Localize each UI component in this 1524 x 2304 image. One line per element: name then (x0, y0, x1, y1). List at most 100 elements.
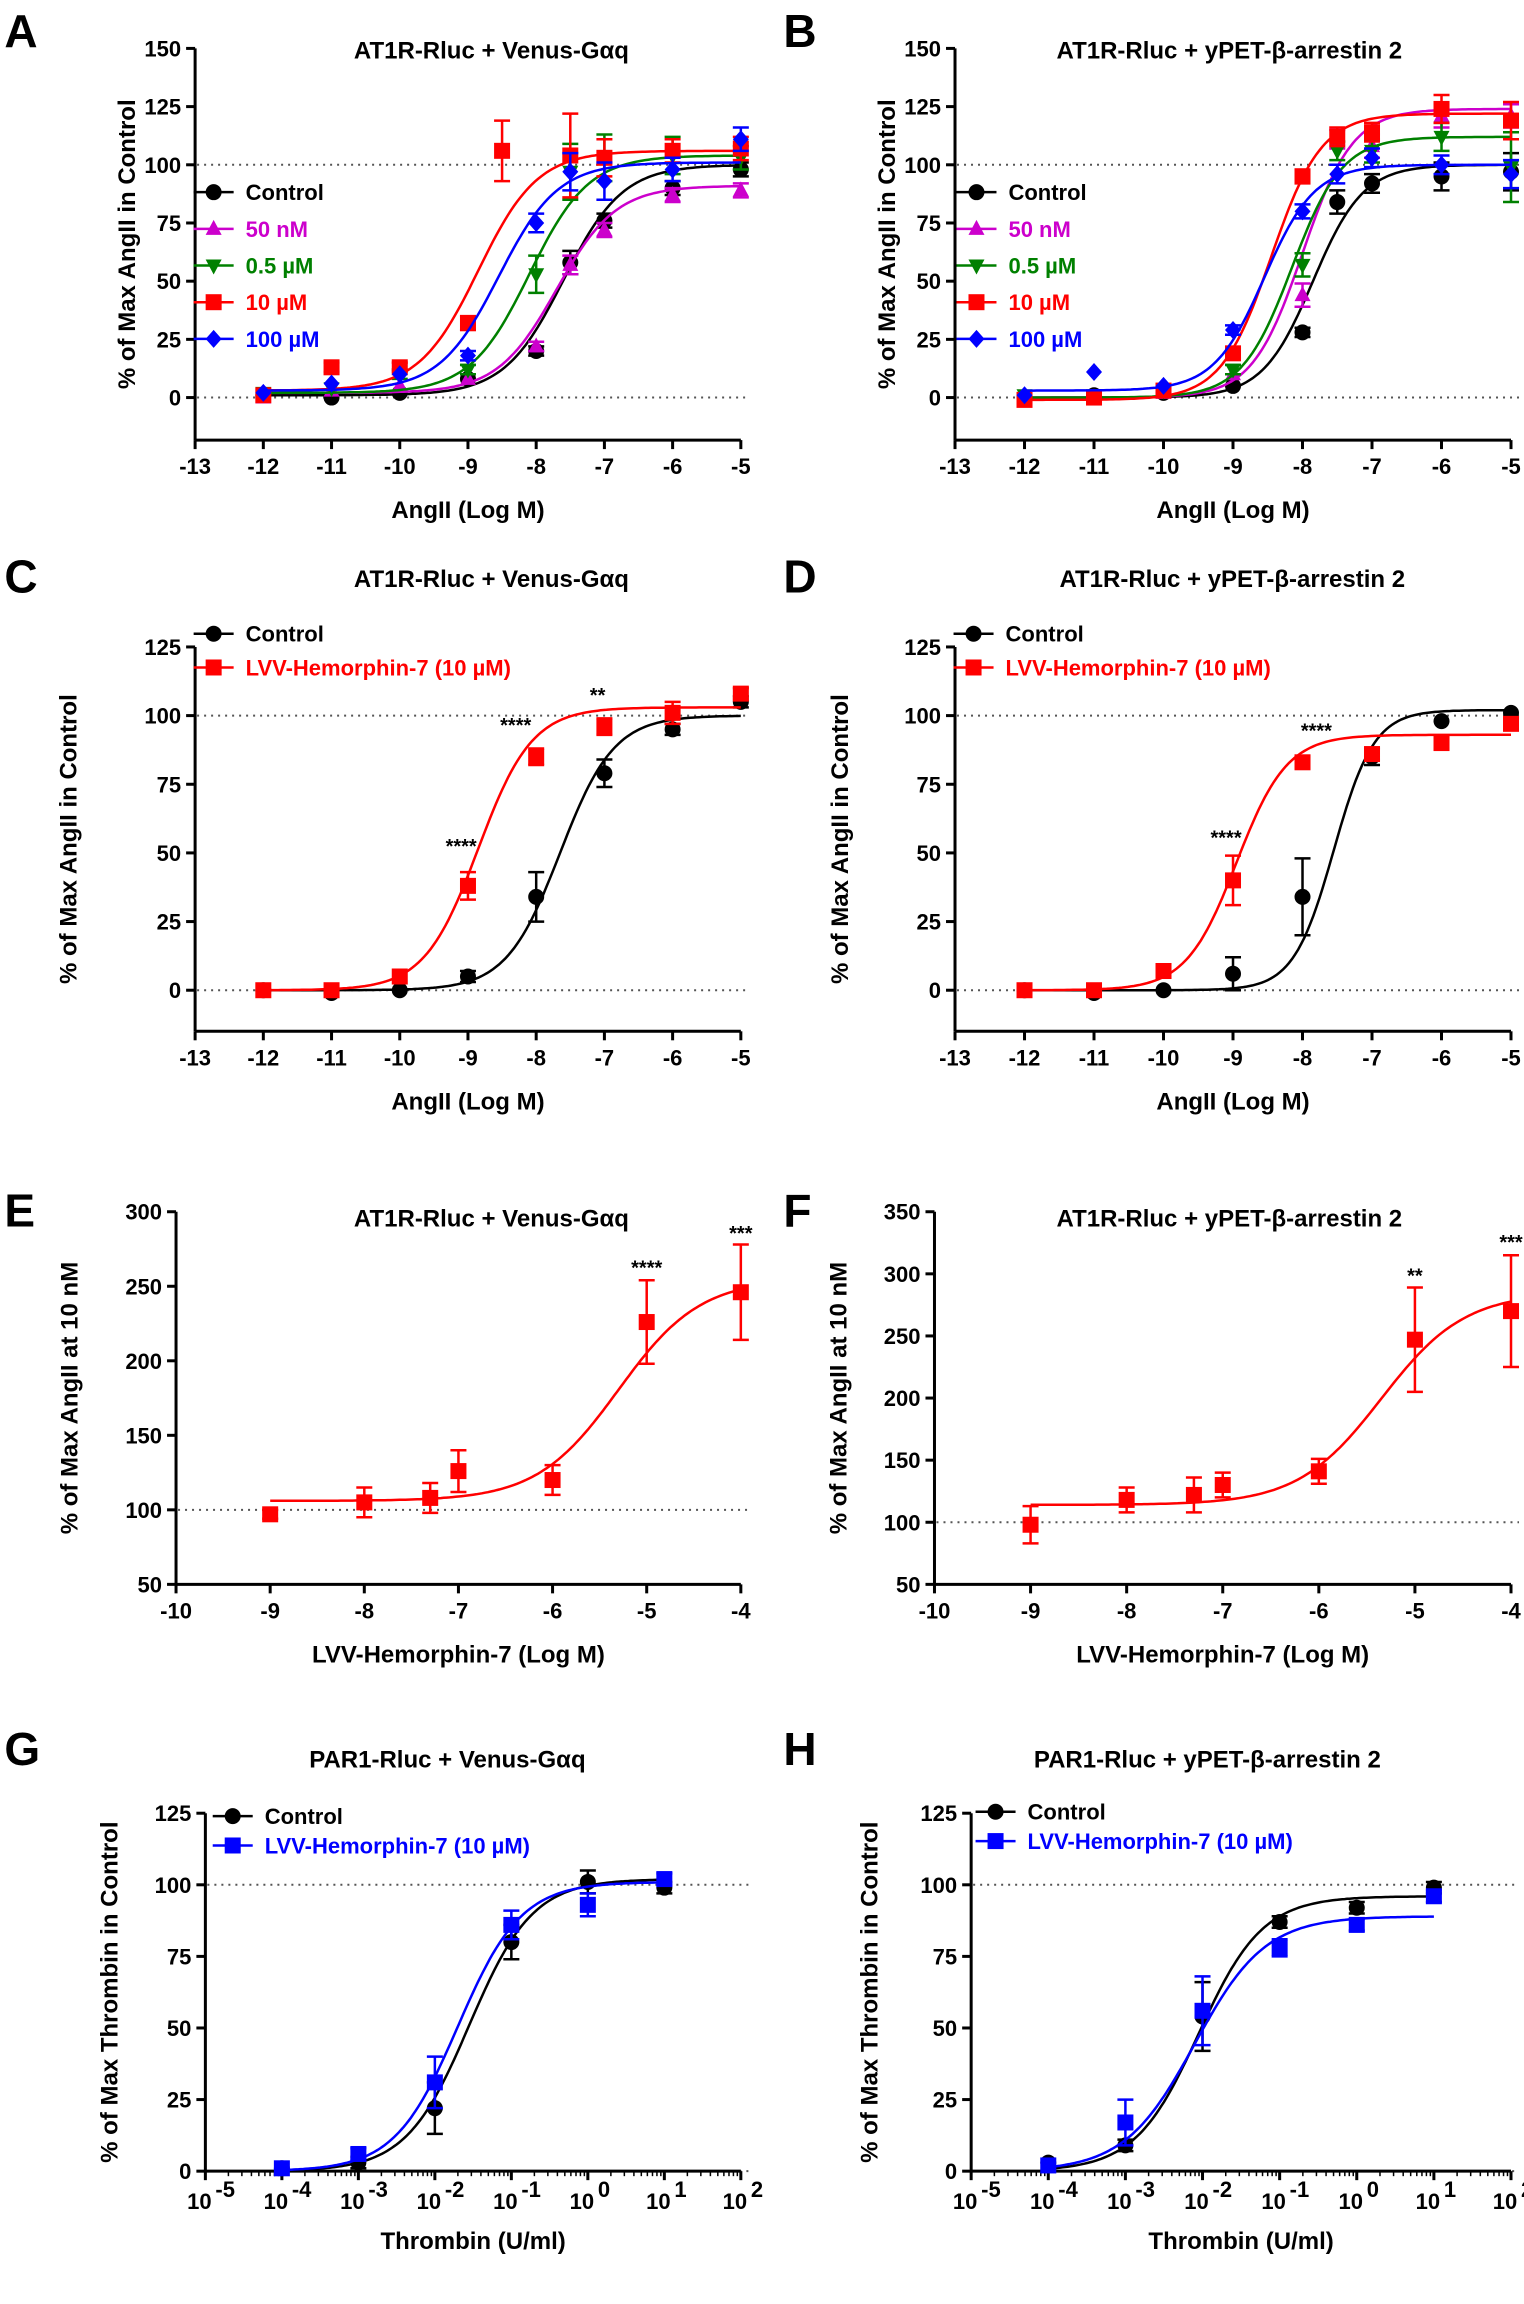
y-tick-label: 50 (933, 2016, 957, 2041)
data-point (1214, 1476, 1231, 1493)
y-tick-label: 0 (169, 978, 181, 1003)
x-tick-label: -10 (1148, 454, 1180, 479)
x-tick-label: 10 (493, 2189, 517, 2214)
legend-marker (965, 625, 982, 642)
y-tick-label: 0 (169, 386, 181, 411)
y-tick-label: 100 (144, 153, 181, 178)
x-tick-label: -7 (595, 454, 615, 479)
x-tick-exponent: -1 (1290, 2177, 1310, 2202)
fit-curve (1030, 1300, 1512, 1507)
data-point (426, 2074, 443, 2091)
x-tick-label: -9 (260, 1598, 280, 1623)
significance-label: ** (1407, 1266, 1423, 1288)
x-tick-label: -9 (458, 1045, 478, 1070)
y-tick-label: 150 (884, 1448, 921, 1473)
legend-marker (968, 329, 985, 348)
legend-marker (205, 294, 222, 311)
data-point (664, 721, 681, 738)
y-tick-label: 125 (144, 95, 181, 120)
y-tick-label: 0 (945, 2159, 957, 2184)
x-tick-exponent: -5 (215, 2177, 235, 2202)
data-point (579, 1896, 596, 1913)
x-tick-label: 10 (340, 2189, 364, 2214)
legend-label: 50 nM (1008, 217, 1070, 242)
x-tick-label: -11 (1079, 1045, 1110, 1070)
y-tick-label: 50 (157, 841, 181, 866)
legend-label: Control (246, 622, 324, 647)
y-tick-label: 75 (167, 1944, 191, 1969)
data-point (528, 337, 545, 353)
legend-marker (205, 329, 222, 348)
legend-marker (987, 1803, 1004, 1820)
y-tick-label: 300 (125, 1200, 162, 1225)
data-point (1117, 2114, 1134, 2131)
y-tick-label: 50 (167, 2016, 191, 2041)
legend-marker (968, 184, 985, 201)
x-tick-label: -7 (1213, 1598, 1233, 1623)
y-tick-label: 75 (157, 772, 181, 797)
series-1 (255, 685, 749, 999)
data-point (262, 1506, 279, 1523)
data-point (1433, 155, 1450, 174)
y-tick-label: 25 (167, 2088, 191, 2113)
series-0 (262, 1243, 749, 1523)
panel-title: AT1R-Rluc + yPET-β-arrestin 2 (1057, 38, 1403, 65)
legend-marker (968, 294, 985, 311)
x-tick-label: -6 (1432, 1045, 1452, 1070)
data-point (732, 685, 749, 702)
x-axis-label: AngII (Log M) (391, 497, 544, 524)
fit-curve (281, 1878, 665, 2172)
data-point (638, 1314, 655, 1331)
data-point (391, 982, 408, 999)
panel-B: B AT1R-Rluc + yPET-β-arrestin 2 0 25 50 75 100… (783, 5, 1520, 524)
data-point (1155, 963, 1172, 980)
fit-curve (1048, 1915, 1434, 2169)
x-tick-label: -13 (179, 1045, 211, 1070)
data-point (1086, 982, 1103, 999)
x-tick-label: -9 (1223, 454, 1243, 479)
y-axis-label: % of Max AngII at 10 nM (825, 1262, 852, 1534)
data-point (664, 704, 681, 721)
x-tick-label: -10 (1148, 1045, 1180, 1070)
data-point (1225, 363, 1242, 379)
x-tick-label: -5 (731, 1045, 751, 1070)
x-tick-label: -4 (731, 1598, 751, 1623)
data-point (732, 181, 749, 197)
x-tick-exponent: 2 (1521, 2177, 1524, 2202)
y-tick-label: 25 (917, 327, 941, 352)
y-tick-label: 50 (138, 1572, 162, 1597)
data-point (1194, 2002, 1211, 2019)
x-tick-label: -12 (1009, 454, 1041, 479)
x-tick-label: 10 (570, 2189, 594, 2214)
y-tick-label: 75 (933, 1944, 957, 1969)
x-tick-label: -8 (526, 454, 546, 479)
fit-curve (263, 164, 741, 397)
data-point (494, 142, 511, 159)
data-point (1185, 1486, 1202, 1503)
data-point (656, 1871, 673, 1888)
data-point (1225, 965, 1242, 982)
panel-A: A AT1R-Rluc + Venus-Gαq 0 25 50 75 100 125 150 -1… (4, 5, 750, 524)
data-point (1294, 888, 1311, 905)
panel-title: PAR1-Rluc + Venus-Gαq (309, 1747, 585, 1774)
significance-label: *** (1499, 1232, 1523, 1254)
x-tick-label: -8 (1293, 454, 1313, 479)
legend-label: LVV-Hemorphin-7 (10 µM) (265, 1833, 530, 1858)
x-tick-label: 10 (1261, 2189, 1285, 2214)
legend-marker (205, 659, 222, 676)
x-tick-label: -10 (384, 1045, 416, 1070)
x-tick-exponent: -2 (1213, 2177, 1233, 2202)
legend-label: LVV-Hemorphin-7 (10 µM) (1028, 1829, 1293, 1854)
legend-label: 10 µM (246, 290, 308, 315)
x-tick-label: 10 (1493, 2189, 1517, 2214)
y-tick-label: 100 (144, 704, 181, 729)
x-tick-label: -5 (637, 1598, 657, 1623)
panel-title: AT1R-Rluc + Venus-Gαq (354, 38, 629, 65)
panel-letter: E (4, 1184, 35, 1236)
y-tick-label: 75 (157, 211, 181, 236)
data-point (1433, 130, 1450, 146)
x-tick-label: 10 (646, 2189, 670, 2214)
data-point (596, 172, 613, 191)
x-tick-label: 10 (723, 2189, 747, 2214)
